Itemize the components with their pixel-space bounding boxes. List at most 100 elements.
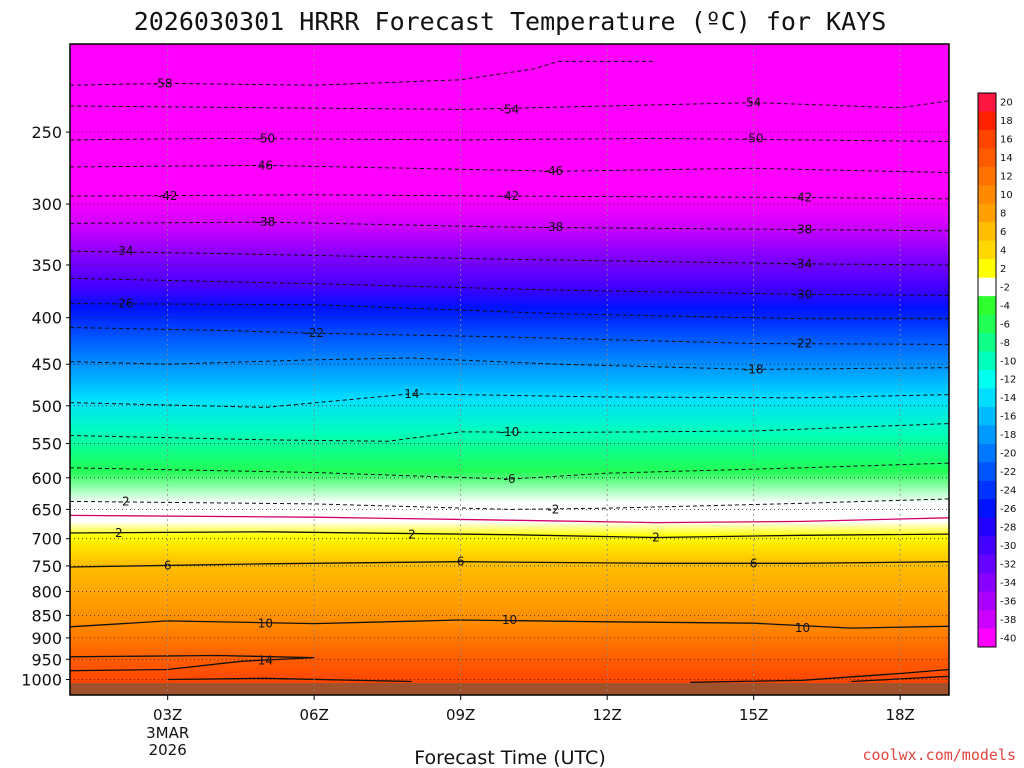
colorbar-swatch xyxy=(978,314,996,334)
contour-label-text: -18 xyxy=(744,362,764,376)
contour-label-text: -42 xyxy=(500,189,520,203)
colorbar-swatch xyxy=(978,536,996,556)
y-tick-label: 500 xyxy=(31,397,62,416)
contour-label: 10 xyxy=(795,621,810,635)
y-axis: 250 300 350 400 450 500 550 600 650 700 750 800 850 9… xyxy=(21,123,70,690)
contour-label-text: 6 xyxy=(164,558,172,572)
contour-label-text: -2 xyxy=(547,502,559,516)
colorbar-label: -18 xyxy=(1000,430,1016,441)
contour-label: 10 xyxy=(502,613,517,627)
colorbar-label: -16 xyxy=(1000,412,1016,423)
colorbar: 20 18 16 14 12 10 8 6 4 2 -2 -4 -6 -8 -10 -12 -14 -16 -18 -… xyxy=(977,92,1016,648)
contour-label: -54 xyxy=(500,102,520,116)
contour-label-text: 10 xyxy=(502,613,517,627)
x-tick-label: 18Z xyxy=(885,706,914,724)
y-tick-label: 750 xyxy=(31,557,62,576)
contour-label-text: -34 xyxy=(793,257,813,271)
contour-label-text: -6 xyxy=(504,472,516,486)
credit-text: coolwx.com/models xyxy=(862,746,1016,764)
chart-title: 2026030301 HRRR Forecast Temperature (ºC… xyxy=(134,7,887,36)
contour-label: 2 xyxy=(115,526,123,540)
contour-label-text: 14 xyxy=(258,654,273,668)
contour-line xyxy=(70,654,315,672)
colorbar-label: 4 xyxy=(1000,246,1006,257)
colorbar-label: -22 xyxy=(1000,467,1016,478)
contour-label: -10 xyxy=(500,425,520,439)
colorbar-swatch xyxy=(978,296,996,315)
y-tick-label: 250 xyxy=(31,123,62,142)
colorbar-swatch xyxy=(978,185,996,205)
contour-label: 46 xyxy=(258,158,273,172)
contour-line xyxy=(70,531,949,539)
colorbar-label: 18 xyxy=(1000,116,1013,127)
colorbar-swatch xyxy=(978,573,996,592)
contour-label-text: 2 xyxy=(408,528,416,542)
contour-label: -42 xyxy=(500,189,520,203)
colorbar-swatch xyxy=(978,480,996,500)
y-tick-label: 850 xyxy=(31,606,62,625)
x-tick-label: 12Z xyxy=(592,706,621,724)
colorbar-label: -36 xyxy=(1000,596,1016,607)
colorbar-frame xyxy=(977,92,997,648)
y-tick-label: 600 xyxy=(31,469,62,488)
colorbar-swatch xyxy=(978,628,996,648)
contour-label: 6 xyxy=(164,558,172,572)
contour-line xyxy=(70,498,949,510)
contour-label-text: -42 xyxy=(158,189,178,203)
colorbar-label: 2 xyxy=(1000,264,1006,275)
contour-label: -26 xyxy=(114,297,134,311)
colorbar-label: -28 xyxy=(1000,523,1016,534)
colorbar-swatch xyxy=(978,111,996,131)
colorbar-label: -10 xyxy=(1000,356,1016,367)
x-tick-label: 06Z xyxy=(299,706,328,724)
contour-label-text: -54 xyxy=(500,102,520,116)
contour-line xyxy=(70,462,949,480)
colorbar-swatch xyxy=(978,259,996,279)
y-tick-label: 700 xyxy=(31,530,62,549)
contour-label: -50 xyxy=(256,131,276,145)
contour-label-text: 10 xyxy=(795,621,810,635)
x-axis-label: Forecast Time (UTC) xyxy=(414,747,605,768)
colorbar-label: -14 xyxy=(1000,393,1016,404)
y-tick-label: 650 xyxy=(31,500,62,519)
contour-label-text: -38 xyxy=(544,220,564,234)
grid-layer xyxy=(70,44,949,695)
colorbar-swatch xyxy=(978,222,996,242)
contour-label: -38 xyxy=(793,223,813,237)
colorbar-label: -6 xyxy=(1000,319,1010,330)
contour-line xyxy=(690,668,949,683)
contour-line xyxy=(70,277,949,296)
contour-label: 2 xyxy=(408,528,416,542)
colorbar-label: -2 xyxy=(1000,282,1010,293)
contour-label: 6 xyxy=(457,555,465,569)
contour-label: -2 xyxy=(118,494,130,508)
contour-label: 54 xyxy=(746,96,761,110)
colorbar-label: 16 xyxy=(1000,135,1013,146)
contour-label: -22 xyxy=(793,336,813,350)
contour-label: -42 xyxy=(158,189,178,203)
contour-line xyxy=(70,393,949,408)
contour-line xyxy=(70,561,949,568)
contour-label-text: 10 xyxy=(258,617,273,631)
colorbar-swatch xyxy=(978,443,996,463)
colorbar-label: 6 xyxy=(1000,227,1006,238)
contour-line xyxy=(70,60,656,86)
colorbar-swatch xyxy=(978,425,996,445)
colorbar-swatch xyxy=(978,370,996,389)
contour-label: -34 xyxy=(793,257,813,271)
contour-label: 6 xyxy=(750,556,758,570)
contour-label: -50 xyxy=(744,131,764,145)
colorbar-swatch xyxy=(978,462,996,482)
contour-label: -30 xyxy=(793,287,813,301)
y-tick-label: 950 xyxy=(31,650,62,669)
contour-label-text: 2 xyxy=(652,531,660,545)
contour-label-text: -10 xyxy=(500,425,520,439)
contour-line xyxy=(70,514,949,524)
contour-label-text: -50 xyxy=(744,131,764,145)
y-tick-label: 900 xyxy=(31,629,62,648)
contour-label-text: 54 xyxy=(746,96,761,110)
colorbar-label: 10 xyxy=(1000,190,1013,201)
contour-label-text: -50 xyxy=(256,131,276,145)
